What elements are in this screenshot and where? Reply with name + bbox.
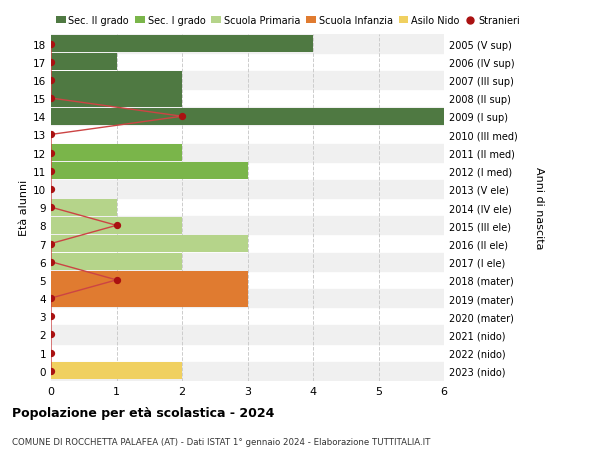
Bar	[51, 272, 248, 289]
Y-axis label: Età alunni: Età alunni	[19, 179, 29, 236]
Bar	[51, 362, 444, 380]
Point	[46, 367, 56, 375]
Bar	[51, 217, 182, 235]
Bar	[51, 235, 248, 252]
Point	[46, 77, 56, 84]
Point	[46, 349, 56, 357]
Point	[46, 131, 56, 139]
Point	[177, 113, 187, 121]
Bar	[51, 253, 182, 271]
Point	[112, 222, 121, 230]
Point	[46, 95, 56, 102]
Bar	[51, 290, 248, 307]
Point	[46, 41, 56, 48]
Point	[46, 241, 56, 248]
Legend: Sec. II grado, Sec. I grado, Scuola Primaria, Scuola Infanzia, Asilo Nido, Stran: Sec. II grado, Sec. I grado, Scuola Prim…	[56, 16, 520, 26]
Bar	[51, 180, 444, 199]
Bar	[51, 362, 182, 380]
Y-axis label: Anni di nascita: Anni di nascita	[534, 167, 544, 249]
Bar	[51, 72, 444, 90]
Bar	[51, 54, 116, 71]
Bar	[51, 325, 444, 344]
Point	[46, 168, 56, 175]
Bar	[51, 72, 182, 90]
Point	[46, 150, 56, 157]
Bar	[51, 163, 248, 180]
Bar	[51, 253, 444, 271]
Point	[112, 277, 121, 284]
Point	[46, 186, 56, 193]
Point	[46, 258, 56, 266]
Bar	[51, 217, 444, 235]
Bar	[51, 145, 182, 162]
Bar	[51, 144, 444, 162]
Text: Popolazione per età scolastica - 2024: Popolazione per età scolastica - 2024	[12, 406, 274, 419]
Point	[46, 204, 56, 211]
Point	[46, 295, 56, 302]
Bar	[51, 199, 116, 216]
Bar	[51, 90, 182, 107]
Text: COMUNE DI ROCCHETTA PALAFEA (AT) - Dati ISTAT 1° gennaio 2024 - Elaborazione TUT: COMUNE DI ROCCHETTA PALAFEA (AT) - Dati …	[12, 437, 430, 446]
Bar	[51, 289, 444, 308]
Bar	[51, 108, 444, 126]
Bar	[51, 35, 444, 54]
Bar	[51, 36, 313, 53]
Point	[46, 313, 56, 320]
Point	[46, 59, 56, 66]
Bar	[51, 108, 444, 126]
Point	[46, 331, 56, 338]
